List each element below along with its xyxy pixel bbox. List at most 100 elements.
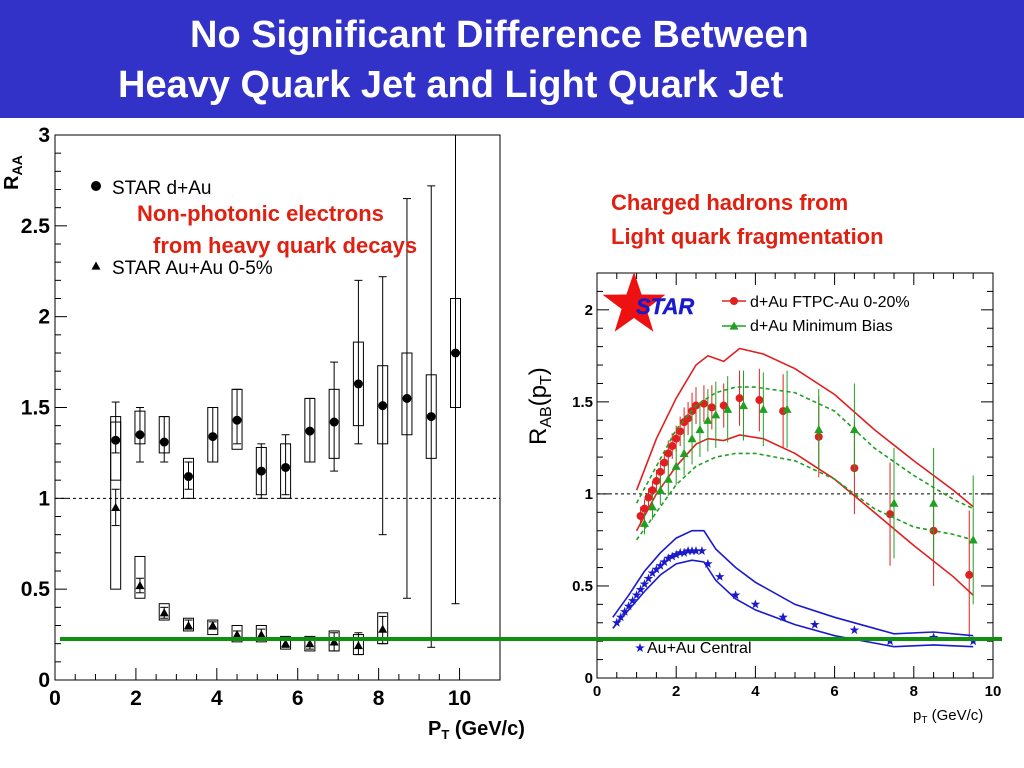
left-data-point (256, 630, 266, 639)
right-y-tick-label: 1.5 (572, 394, 593, 411)
right-x-tick-label: 10 (985, 683, 1002, 700)
right-legend-label: d+Au FTPC-Au 0-20% (750, 294, 910, 311)
left-y-tick-label: 1 (38, 487, 50, 510)
left-data-point (426, 412, 436, 422)
right-data-point (695, 424, 705, 434)
left-data-point (451, 348, 460, 358)
left-syst-box (183, 457, 194, 499)
left-x-tick-label: 6 (292, 687, 304, 710)
right-data-point (627, 595, 638, 605)
right-data-point (651, 564, 662, 574)
right-legend-label: d+Au Minimum Bias (750, 318, 893, 335)
left-y-tick-label: 1.5 (21, 397, 51, 420)
right-legend-marker (729, 321, 739, 330)
right-data-point (672, 434, 681, 443)
right-data-point (659, 557, 670, 567)
right-band-band-upper (635, 347, 974, 508)
right-data-point (782, 404, 792, 413)
left-data-point (184, 621, 193, 630)
right-data-point (703, 558, 713, 568)
right-data-point (707, 403, 716, 412)
left-data-point (232, 415, 242, 425)
right-y-tick-label: 0 (585, 670, 593, 687)
right-band-band-lower (612, 559, 974, 648)
annotation-npe-line2: from heavy quark decays (153, 233, 417, 258)
right-data-point (929, 498, 939, 507)
right-data-point (647, 502, 657, 511)
left-data-point (378, 624, 388, 633)
right-series-1 (635, 370, 978, 605)
left-y-axis-label: RAA (1, 155, 25, 190)
annotation-ch-line2: Light quark fragmentation (611, 224, 884, 249)
right-data-point (663, 553, 673, 563)
right-legend-marker (730, 297, 738, 305)
right-data-point (699, 399, 708, 408)
right-data-point (723, 404, 733, 413)
left-data-point (135, 430, 145, 440)
left-series-0 (110, 134, 461, 648)
right-data-point (640, 504, 649, 513)
right-data-point (687, 546, 697, 555)
right-band-band-upper (612, 529, 974, 637)
left-data-point (111, 435, 121, 445)
left-y-tick-label: 2.5 (21, 215, 51, 238)
left-syst-box (280, 635, 292, 650)
right-data-point (639, 579, 650, 589)
right-data-point (664, 449, 673, 458)
left-data-point (159, 437, 169, 447)
right-data-point (683, 546, 693, 555)
left-x-tick-label: 8 (373, 687, 385, 710)
right-data-point (660, 458, 669, 467)
left-syst-box (134, 555, 146, 599)
right-data-point (620, 606, 630, 616)
right-data-point (965, 570, 974, 579)
slide-title-line2: Heavy Quark Jet and Light Quark Jet (118, 64, 784, 106)
left-y-tick-label: 3 (38, 124, 50, 147)
right-data-point (711, 410, 721, 419)
left-syst-box (158, 603, 170, 621)
annotation-ch-line1: Charged hadrons from (611, 190, 848, 215)
right-data-point (668, 442, 677, 451)
left-syst-box (304, 635, 316, 652)
right-y-axis-label: RAB(pT) (525, 367, 555, 445)
left-data-point (329, 637, 339, 646)
right-data-point (703, 415, 713, 424)
left-series-1 (110, 421, 389, 656)
right-data-point (755, 396, 764, 405)
slide-title-line1: No Significant Difference Between (190, 14, 809, 56)
star-logo-icon (602, 272, 666, 332)
left-data-point (159, 608, 169, 617)
right-data-point (730, 590, 741, 600)
left-data-point (256, 466, 266, 476)
left-data-point (232, 630, 242, 639)
right-data-point (616, 612, 626, 622)
right-band-band-lower (635, 434, 974, 596)
left-data-point (281, 639, 291, 648)
right-data-point (643, 573, 654, 583)
left-data-point (329, 417, 339, 427)
right-data-point (778, 612, 788, 622)
right-data-point (623, 601, 634, 611)
right-data-point (640, 518, 650, 527)
left-x-tick-label: 2 (130, 687, 142, 710)
left-data-point (353, 640, 363, 650)
left-data-point (135, 581, 145, 590)
right-data-point (648, 486, 657, 495)
right-series-2 (612, 529, 978, 648)
left-data-point (305, 639, 315, 648)
right-x-axis-label: pT (GeV/c) (913, 707, 983, 726)
right-band-band-lower (635, 452, 974, 541)
right-series-0 (635, 347, 974, 640)
right-data-point (671, 549, 681, 559)
right-data-point (676, 427, 685, 436)
right-y-tick-label: 1 (585, 486, 593, 503)
right-data-point (647, 568, 658, 578)
right-legend-label: Au+Au Central (647, 640, 752, 657)
left-syst-box (207, 619, 219, 636)
right-band-band-upper (635, 386, 974, 510)
right-data-point (679, 547, 689, 557)
right-data-point (889, 498, 899, 507)
left-x-axis-label: PT (GeV/c) (428, 718, 525, 742)
right-y-tick-label: 0.5 (572, 578, 593, 595)
